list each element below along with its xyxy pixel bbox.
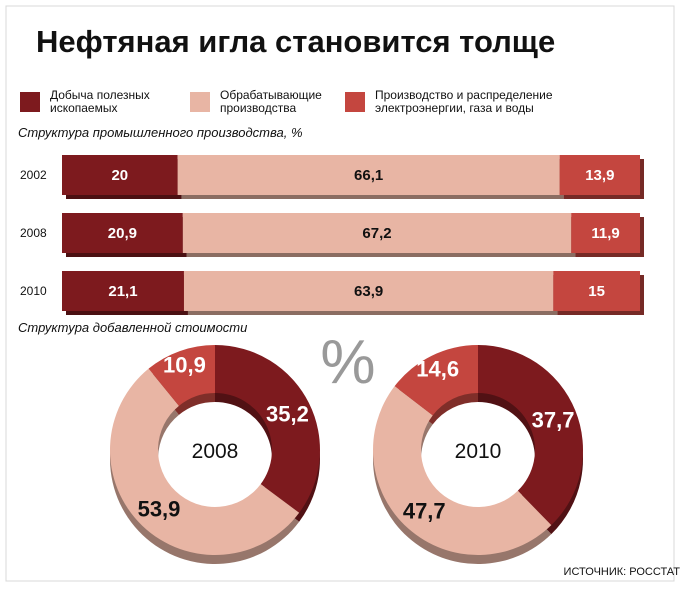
value-label: 53,9 (138, 497, 181, 522)
legend-label: Производство и распределение электроэнер… (375, 88, 553, 115)
value-label: 10,9 (163, 352, 206, 377)
legend-swatch (190, 92, 210, 112)
value-label: 15 (588, 283, 605, 300)
value-label: 20 (111, 167, 128, 184)
value-label: 13,9 (585, 167, 614, 184)
value-label: 47,7 (403, 499, 446, 524)
y-tick-label: 2010 (20, 284, 47, 298)
value-label: 37,7 (532, 407, 575, 432)
bar-segment (62, 155, 178, 195)
legend-swatch (20, 92, 40, 112)
y-tick-label: 2002 (20, 168, 47, 182)
bar-segment (177, 155, 560, 195)
value-label: 63,9 (354, 283, 383, 300)
subtitle: Структура добавленной стоимости (18, 320, 247, 335)
subtitle: Структура промышленного производства, % (18, 125, 303, 140)
page-title: Нефтяная игла становится толще (36, 24, 555, 59)
bar-segment (553, 271, 640, 311)
bar-segment (559, 155, 640, 195)
center-label: 2010 (455, 440, 502, 463)
slice (478, 345, 583, 526)
y-tick-label: 2008 (20, 226, 47, 240)
value-label: 35,2 (266, 402, 309, 427)
center-label: 2008 (192, 440, 239, 463)
bar-segment (183, 271, 554, 311)
frame (5, 5, 675, 582)
value-label: 20,9 (108, 225, 137, 242)
legend-label: Добыча полезных ископаемых (50, 88, 150, 115)
value-label: 66,1 (354, 167, 383, 184)
source: ИСТОЧНИК: РОССТАТ (564, 566, 681, 578)
legend-label: Обрабатывающие производства (220, 88, 322, 115)
slice (215, 345, 320, 513)
slice (373, 386, 552, 555)
bar-segment (571, 213, 640, 253)
unit-sign: % (320, 328, 375, 397)
value-label: 14,6 (416, 356, 459, 381)
bar-segment (182, 213, 572, 253)
bar-segment (62, 213, 183, 253)
slice (394, 345, 478, 416)
value-label: 11,9 (591, 225, 619, 242)
value-label: 67,2 (362, 225, 391, 242)
bar-segment (62, 271, 184, 311)
legend-swatch (345, 92, 365, 112)
slice (148, 345, 215, 406)
value-label: 21,1 (108, 283, 137, 300)
slice (109, 368, 300, 556)
